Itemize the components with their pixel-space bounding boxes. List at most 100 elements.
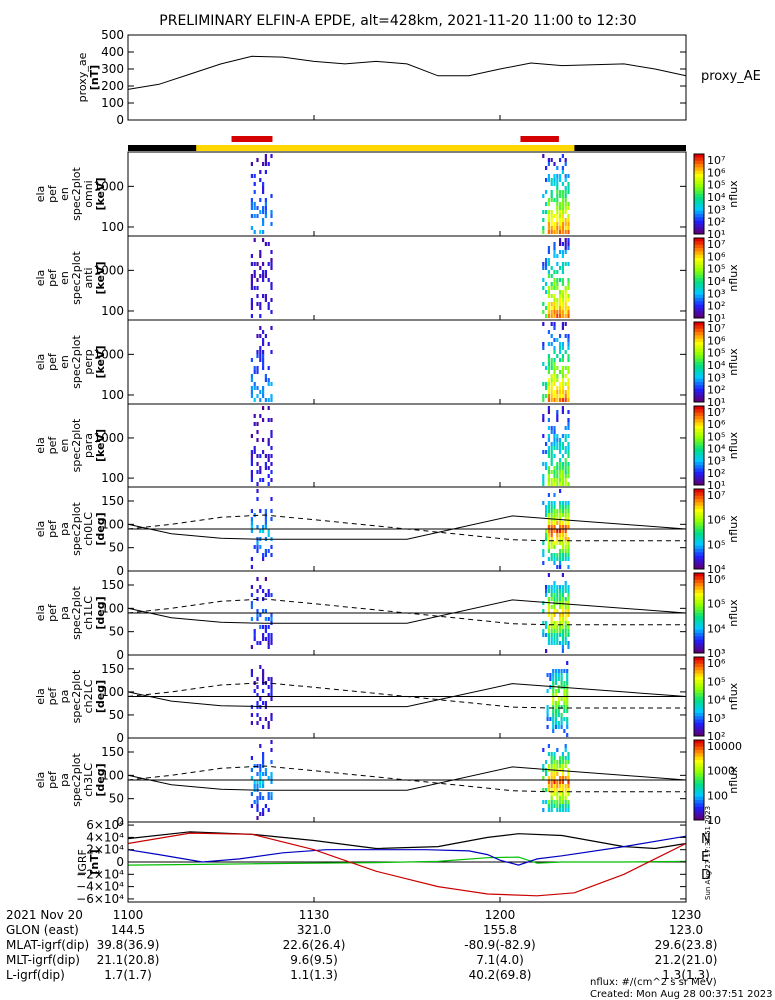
ylabel-line: ela (34, 186, 47, 203)
heatmap-cell (550, 804, 553, 808)
colorbar-tick-label: 10000 (707, 740, 742, 753)
heatmap-cell (553, 788, 556, 792)
heatmap-cell (564, 641, 567, 645)
colorbar-segment (694, 338, 704, 343)
heatmap-cell (550, 597, 553, 601)
colorbar-tick-label: 10⁶ (707, 657, 726, 670)
heatmap-cell (559, 442, 562, 446)
heatmap-cell (553, 493, 556, 497)
heatmap-cell (564, 262, 567, 266)
heatmap-cell (564, 804, 567, 808)
heatmap-cell (561, 601, 564, 605)
heatmap-cell (550, 470, 553, 474)
heatmap-cell (262, 330, 265, 334)
heatmap-cell (567, 298, 570, 302)
heatmap-cell (250, 792, 253, 796)
heatmap-cell (556, 226, 559, 230)
heatmap-cell (256, 302, 259, 306)
heatmap-cell (563, 697, 566, 701)
heatmap-cell (559, 222, 562, 226)
heatmap-cell (559, 190, 562, 194)
heatmap-cell (250, 605, 253, 609)
heatmap-cell (542, 462, 545, 466)
heatmap-cell (559, 382, 562, 386)
heatmap-cell (564, 474, 567, 478)
heatmap-cell (547, 342, 550, 346)
heatmap-cell (270, 454, 273, 458)
heatmap-cell (547, 226, 550, 230)
heatmap-cell (567, 418, 570, 422)
heatmap-cell (250, 214, 253, 218)
heatmap-cell (561, 154, 564, 158)
heatmap-cell (556, 182, 559, 186)
heatmap-cell (561, 760, 564, 764)
heatmap-cell (250, 390, 253, 394)
colorbar-segment (694, 415, 704, 420)
heatmap-cell (547, 633, 550, 637)
colorbar-segment (694, 519, 704, 523)
heatmap-cell (561, 190, 564, 194)
heatmap-cell (564, 198, 567, 202)
heatmap-cell (561, 589, 564, 593)
heatmap-cell (542, 210, 545, 214)
heatmap-cell (250, 673, 253, 677)
heatmap-cell (270, 430, 273, 434)
heatmap-cell (564, 629, 567, 633)
colorbar-segment (694, 740, 704, 744)
heatmap-cell (553, 454, 556, 458)
heatmap-cell (553, 346, 556, 350)
colorbar-segment (694, 525, 704, 530)
heatmap-cell (262, 386, 265, 390)
heatmap-cell (264, 270, 267, 274)
heatmap-cell (550, 382, 553, 386)
ytick-label: 1000 (93, 179, 124, 193)
heatmap-cell (564, 238, 567, 242)
colorbar-segment (694, 429, 704, 433)
heatmap-cell (553, 474, 556, 478)
colorbar-tick-label: 10¹ (707, 479, 725, 492)
heatmap-cell (250, 282, 253, 286)
heatmap-cell (567, 545, 570, 549)
heatmap-cell (556, 222, 559, 226)
heatmap-cell (553, 513, 556, 517)
heatmap-cell (270, 617, 273, 621)
heatmap-cell (267, 366, 270, 370)
heatmap-cell (559, 174, 562, 178)
heatmap-cell (561, 466, 564, 470)
heatmap-cell (559, 633, 562, 637)
colorbar-segment (694, 696, 704, 701)
colorbar-segment (694, 382, 704, 386)
heatmap-cell (545, 190, 548, 194)
heatmap-cell (545, 466, 548, 470)
heatmap-cell (561, 442, 564, 446)
colorbar-segment (694, 489, 704, 493)
colorbar-segment (694, 816, 704, 821)
heatmap-cell (556, 174, 559, 178)
heatmap-cell (262, 669, 265, 673)
heatmap-cell (559, 641, 562, 645)
heatmap-cell (559, 238, 562, 242)
heatmap-cell (270, 697, 273, 701)
heatmap-cell (567, 346, 570, 350)
heatmap-cell (559, 242, 562, 246)
heatmap-cell (547, 390, 550, 394)
colorbar-segment (694, 539, 704, 543)
heatmap-cell (259, 302, 262, 306)
heatmap-cell (256, 158, 259, 162)
heatmap-cell (552, 725, 555, 729)
colorbar-segment (694, 452, 704, 456)
heatmap-cell (556, 808, 559, 812)
heatmap-cell (561, 470, 564, 474)
heatmap-cell (542, 302, 545, 306)
colorbar-tick-label: 10² (707, 730, 725, 743)
status-bars (128, 136, 686, 151)
heatmap-cell (559, 625, 562, 629)
heatmap-cell (270, 326, 273, 330)
heatmap-cell (550, 482, 553, 486)
heatmap-cell (550, 446, 553, 450)
heatmap-cell (267, 398, 270, 402)
heatmap-cell (567, 768, 570, 772)
heatmap-cell (553, 286, 556, 290)
heatmap-cell (262, 342, 265, 346)
